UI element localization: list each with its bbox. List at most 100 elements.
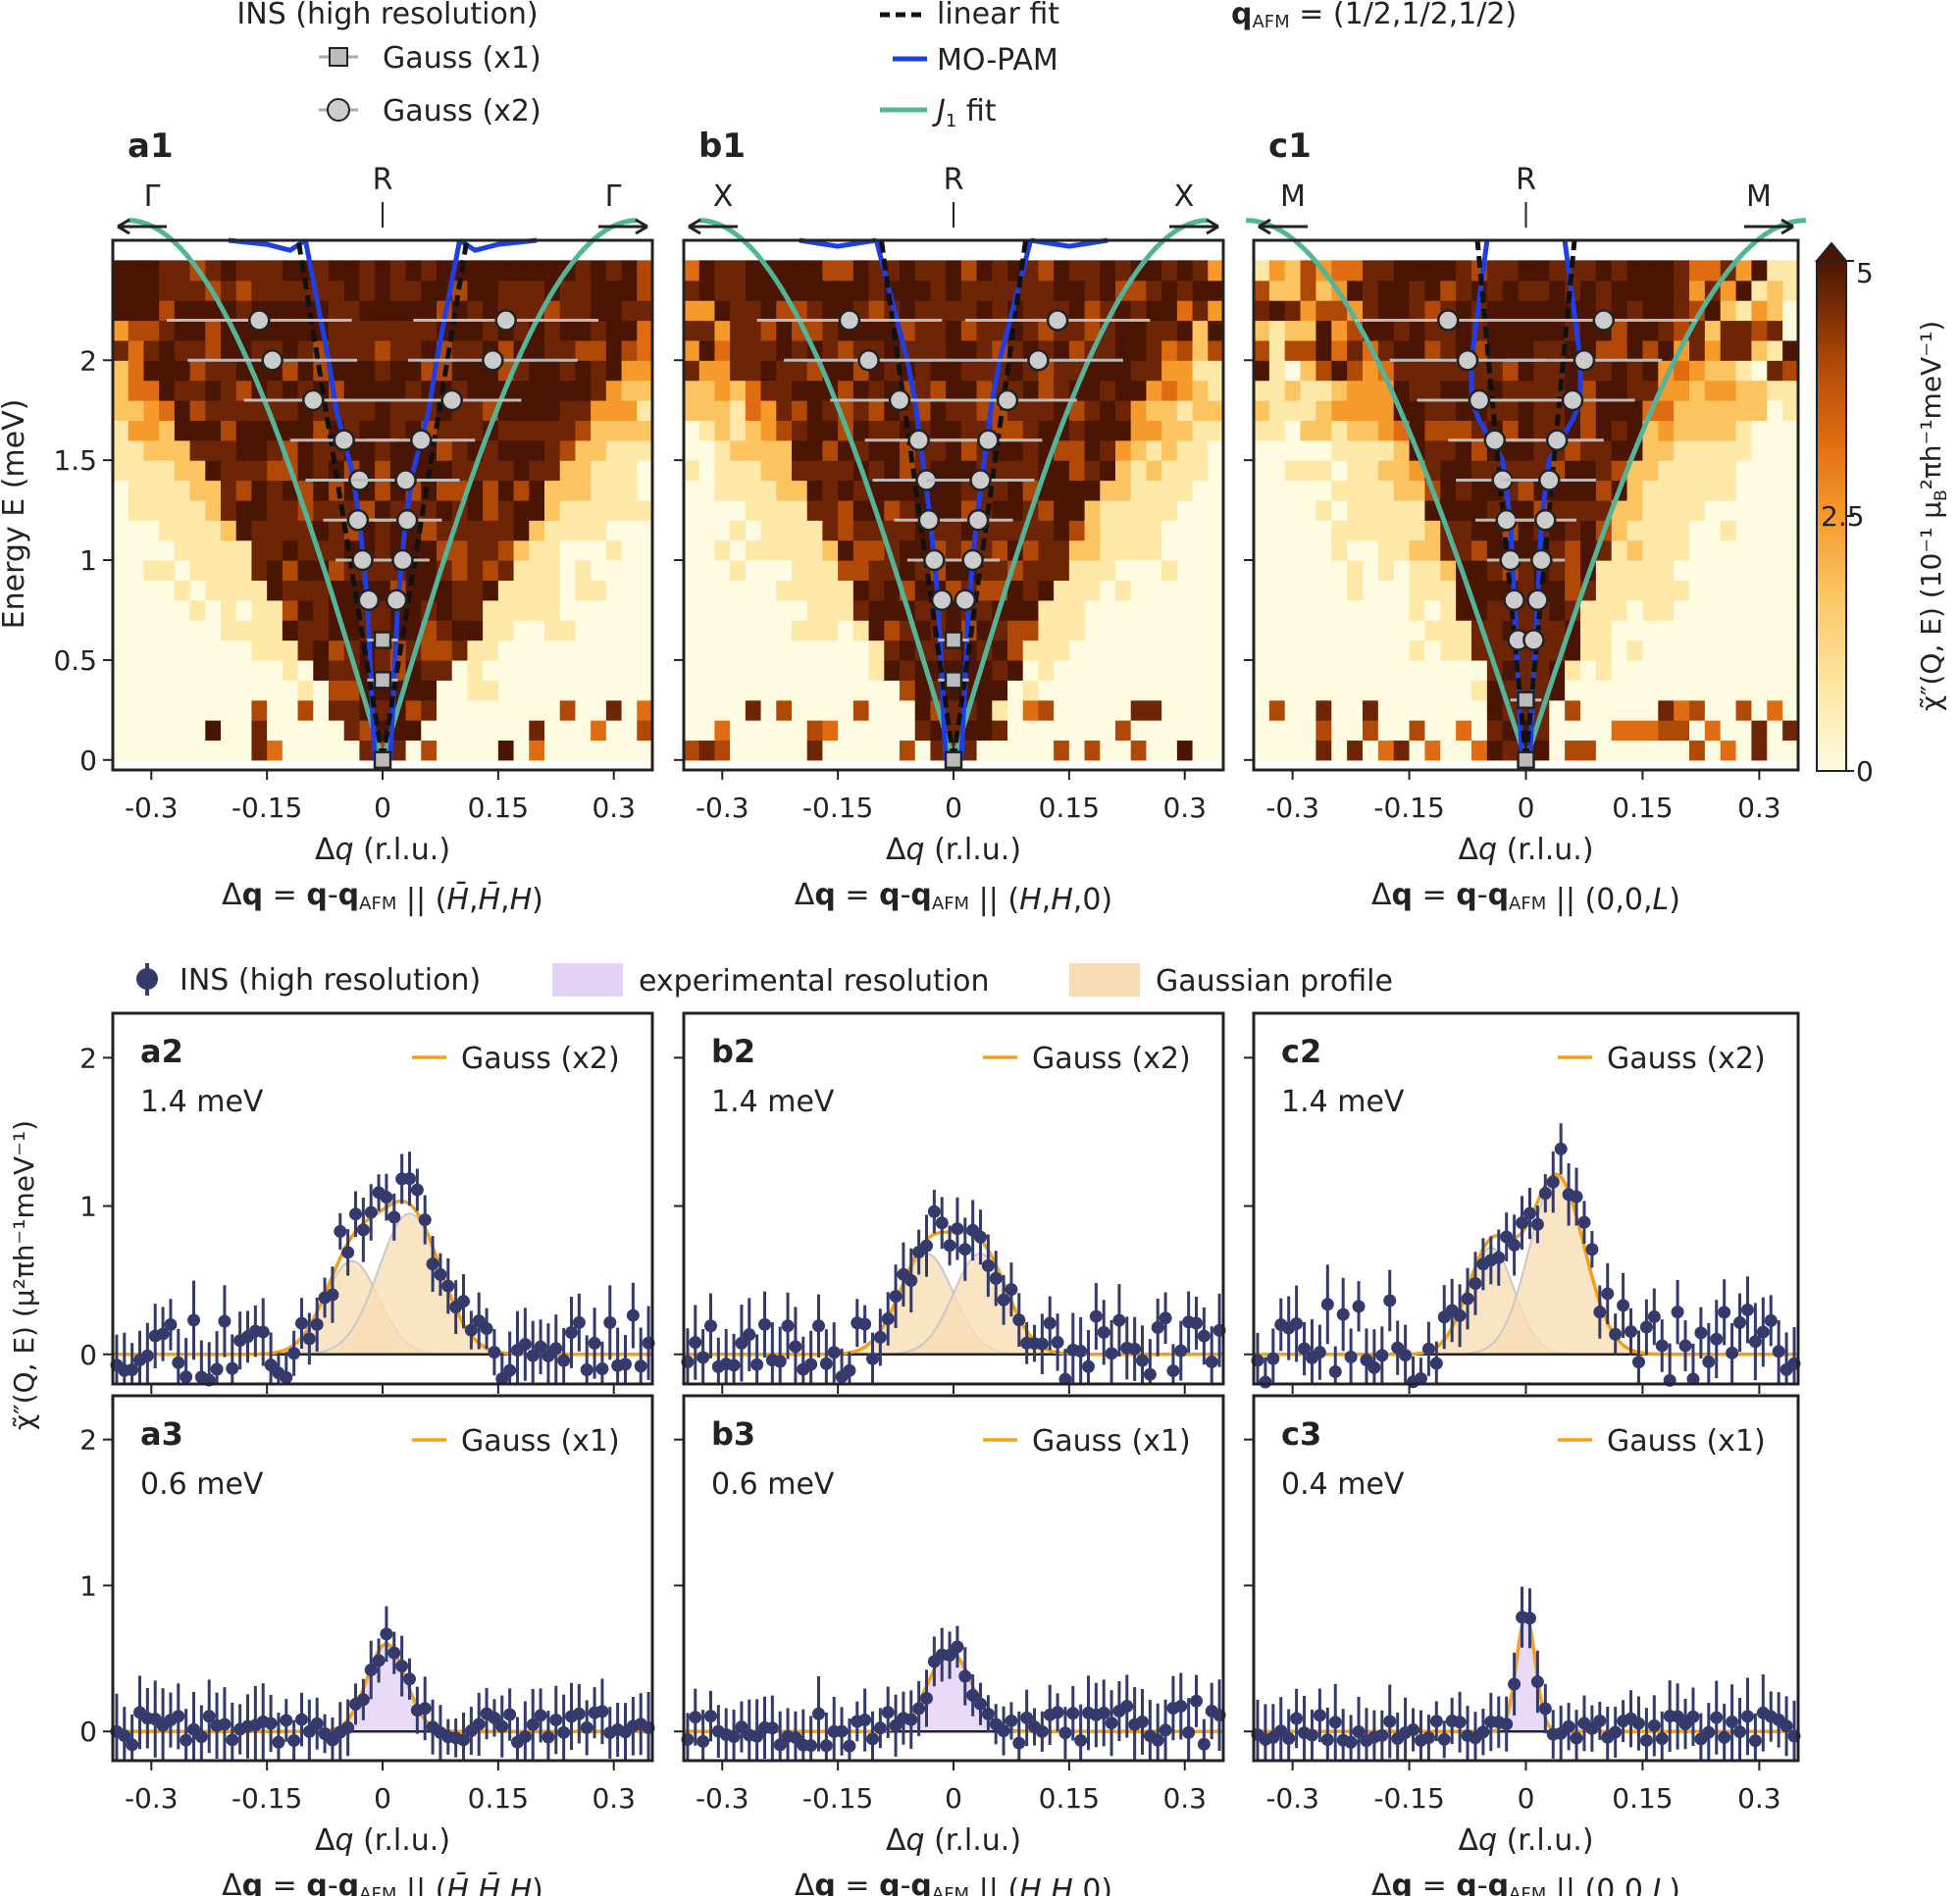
ins-data-point bbox=[1313, 1709, 1326, 1722]
heatmap-cell bbox=[189, 599, 206, 621]
heatmap-cell bbox=[1192, 460, 1209, 482]
heatmap-cell bbox=[992, 300, 1008, 322]
heatmap-cell bbox=[282, 260, 299, 282]
legend-resolution-swatch bbox=[552, 963, 623, 997]
heatmap-cell bbox=[1751, 499, 1768, 521]
heatmap-cell bbox=[1658, 460, 1675, 482]
ins-data-point bbox=[951, 1222, 964, 1236]
heatmap-cell bbox=[637, 420, 653, 441]
heatmap-cell bbox=[221, 360, 237, 382]
heatmap-cell bbox=[235, 620, 253, 641]
heatmap-cell bbox=[143, 539, 160, 561]
heatmap-cell bbox=[1331, 740, 1348, 761]
heatmap-cell bbox=[1068, 499, 1086, 521]
heatmap-cell bbox=[1146, 300, 1162, 322]
heatmap-cell bbox=[745, 680, 762, 701]
heatmap-cell bbox=[1146, 320, 1162, 341]
heatmap-cell bbox=[437, 480, 453, 501]
heatmap-cell bbox=[1393, 260, 1411, 282]
heatmap-cell bbox=[714, 599, 731, 621]
heatmap-cell bbox=[1393, 439, 1411, 461]
heatmap-cell bbox=[267, 300, 284, 322]
heatmap-cell bbox=[205, 699, 222, 721]
ins-data-point bbox=[1197, 1737, 1211, 1751]
center-point-label: R bbox=[944, 163, 964, 197]
gauss-x2-point bbox=[494, 309, 517, 332]
heatmap-cell bbox=[267, 740, 284, 761]
heatmap-cell bbox=[1192, 539, 1209, 561]
heatmap-cell bbox=[976, 339, 993, 361]
heatmap-cell bbox=[760, 640, 777, 661]
heatmap-cell bbox=[868, 699, 885, 721]
ins-data-point bbox=[1469, 1276, 1482, 1290]
heatmap-cell bbox=[1595, 480, 1613, 501]
ins-data-point bbox=[1710, 1711, 1724, 1724]
heatmap-cell bbox=[992, 699, 1008, 721]
heatmap-cell bbox=[1363, 260, 1379, 282]
heatmap-cell bbox=[605, 400, 623, 421]
heatmap-cell bbox=[174, 680, 191, 701]
heatmap-cell bbox=[267, 380, 284, 401]
heatmap-cell bbox=[1331, 260, 1348, 282]
heatmap-cell bbox=[467, 360, 484, 382]
heatmap-cell bbox=[1704, 699, 1722, 721]
heatmap-cell bbox=[1054, 659, 1070, 681]
ins-data-point bbox=[1702, 1725, 1716, 1739]
heatmap-cell bbox=[792, 280, 808, 301]
heatmap-cell bbox=[1720, 560, 1737, 582]
heatmap-cell bbox=[513, 300, 530, 322]
heatmap-cell bbox=[1735, 580, 1753, 601]
heatmap-cell bbox=[267, 520, 284, 541]
gauss-x1-point bbox=[944, 671, 963, 690]
heatmap-cell bbox=[591, 480, 607, 501]
direction-label: Δq = q-qAFM || (0,0,L) bbox=[1371, 878, 1680, 917]
heatmap-cell bbox=[1456, 260, 1472, 282]
heatmap-cell bbox=[1192, 360, 1209, 382]
x-tick-label: 0.3 bbox=[1162, 792, 1207, 824]
ins-data-point bbox=[1035, 1724, 1049, 1738]
heatmap-cell bbox=[621, 460, 638, 482]
heatmap-cell bbox=[1377, 720, 1395, 742]
heatmap-cell bbox=[730, 740, 747, 761]
heatmap-cell bbox=[1689, 360, 1706, 382]
heatmap-cell bbox=[529, 439, 545, 461]
heatmap-cell bbox=[745, 400, 762, 421]
heatmap-cell bbox=[1176, 480, 1194, 501]
heatmap-cell bbox=[483, 380, 499, 401]
heatmap-cell bbox=[605, 480, 623, 501]
heatmap-cell bbox=[343, 300, 361, 322]
heatmap-cell bbox=[792, 560, 808, 582]
heatmap-cell bbox=[467, 720, 484, 742]
heatmap-cell bbox=[1161, 460, 1178, 482]
ins-data-point bbox=[1694, 1326, 1708, 1340]
heatmap-cell bbox=[143, 620, 160, 641]
heatmap-cell bbox=[497, 560, 515, 582]
heatmap-cell bbox=[1208, 699, 1224, 721]
ins-data-point bbox=[441, 1279, 455, 1293]
heatmap-cell bbox=[1735, 699, 1753, 721]
ins-data-point bbox=[789, 1340, 802, 1354]
heatmap-cell bbox=[698, 620, 716, 641]
heatmap-cell bbox=[698, 640, 716, 661]
ins-data-point bbox=[302, 1724, 316, 1738]
x-tick-label: -0.3 bbox=[125, 792, 179, 824]
heatmap-cell bbox=[1704, 460, 1722, 482]
ins-data-point bbox=[372, 1654, 386, 1667]
ins-data-point bbox=[1546, 1175, 1560, 1189]
heatmap-cell bbox=[1284, 339, 1302, 361]
heatmap-cell bbox=[760, 599, 777, 621]
heatmap-cell bbox=[1611, 320, 1628, 341]
heatmap-cell bbox=[591, 460, 607, 482]
heatmap-cell bbox=[221, 339, 237, 361]
heatmap-cell bbox=[1268, 320, 1286, 341]
heatmap-cell bbox=[1268, 680, 1286, 701]
heatmap-cell bbox=[946, 439, 962, 461]
heatmap-cell bbox=[776, 520, 793, 541]
heatmap-cell bbox=[529, 460, 545, 482]
heatmap-cell bbox=[159, 699, 176, 721]
heatmap-cell bbox=[1767, 539, 1783, 561]
heatmap-cell bbox=[1533, 320, 1550, 341]
heatmap-cell bbox=[1735, 539, 1753, 561]
ins-data-point bbox=[866, 1352, 879, 1365]
heatmap-cell bbox=[1192, 280, 1209, 301]
